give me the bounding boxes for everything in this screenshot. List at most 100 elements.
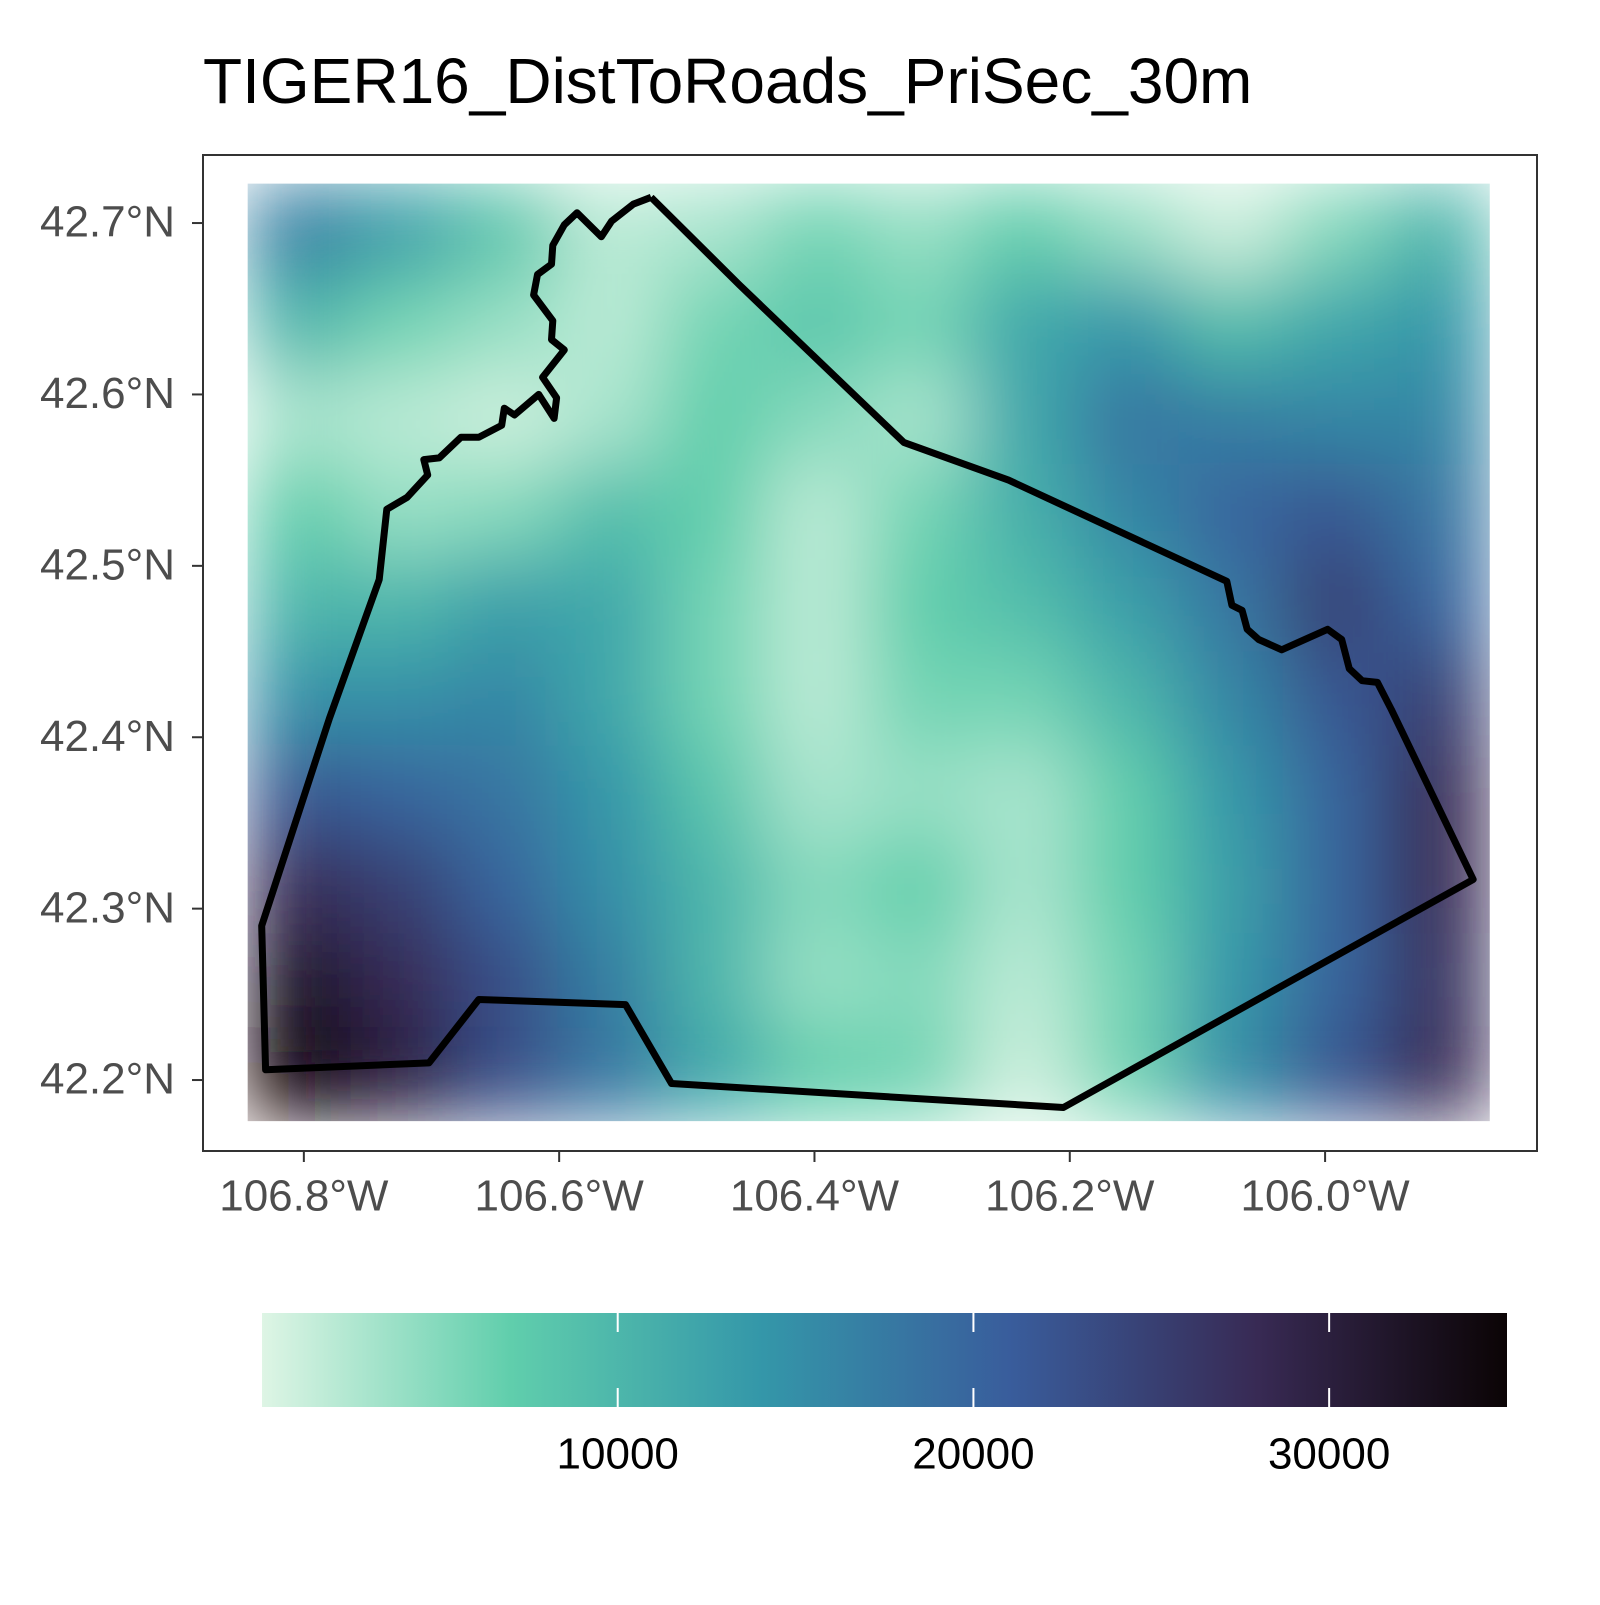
raster-cell: [971, 183, 1077, 278]
raster-cell: [868, 839, 973, 935]
raster-cell: [1385, 933, 1490, 1028]
raster-cell: [764, 1026, 870, 1122]
raster-cell: [1178, 370, 1284, 466]
raster-cell: [1282, 183, 1387, 278]
colorbar-tick-label: 10000: [557, 1430, 679, 1479]
panel-border: [202, 154, 1538, 1152]
raster-cell: [661, 651, 766, 747]
raster-cell: [868, 651, 973, 747]
y-tick-label: 42.2°N: [40, 1055, 175, 1104]
raster-cell: [1282, 370, 1387, 466]
y-tick-label: 42.7°N: [40, 198, 175, 247]
raster-cell: [868, 1026, 973, 1122]
raster-cell: [247, 183, 352, 278]
raster-cell: [661, 1026, 766, 1122]
raster-cell: [454, 1026, 559, 1122]
raster-cell: [1385, 558, 1490, 653]
raster-cell: [454, 276, 559, 372]
raster-cell: [557, 558, 663, 653]
raster-cell: [1178, 276, 1284, 372]
raster-cell: [454, 558, 559, 653]
x-tick-label: 106.6°W: [475, 1172, 645, 1221]
raster-cell: [1075, 839, 1180, 935]
raster-cell: [1178, 464, 1284, 560]
raster-cell: [868, 558, 973, 653]
raster-cell: [350, 839, 456, 935]
raster-cell: [971, 276, 1077, 372]
raster-cell: [557, 370, 663, 466]
raster-cell: [350, 651, 456, 747]
raster-cell: [764, 933, 870, 1028]
raster-cell: [971, 651, 1077, 747]
raster-cell: [868, 183, 973, 278]
raster-cell: [1282, 1026, 1387, 1122]
raster-cell: [764, 464, 870, 560]
raster-cell: [350, 464, 456, 560]
raster-cell: [454, 745, 559, 841]
raster-cell: [868, 745, 973, 841]
colorbar-tick-label: 30000: [1268, 1430, 1390, 1479]
raster-cell: [350, 276, 456, 372]
y-tick-label: 42.5°N: [40, 540, 175, 589]
raster-cell: [557, 276, 663, 372]
raster-cell: [1385, 183, 1490, 278]
raster-cell: [1282, 464, 1387, 560]
raster-cell: [1385, 745, 1490, 841]
raster-cell: [764, 558, 870, 653]
raster-cell: [1075, 370, 1180, 466]
y-tick-label: 42.6°N: [40, 369, 175, 418]
raster-cell: [350, 745, 456, 841]
raster-cell: [1075, 276, 1180, 372]
raster-cell: [1385, 370, 1490, 466]
y-tick-label: 42.4°N: [40, 712, 175, 761]
raster-cell: [1075, 558, 1180, 653]
raster-cell: [454, 651, 559, 747]
raster-cell: [1178, 839, 1284, 935]
raster-cell: [1282, 558, 1387, 653]
raster-cell: [1282, 933, 1387, 1028]
raster-cell: [247, 558, 352, 653]
boundary: [258, 194, 1477, 1111]
raster-cell: [1178, 651, 1284, 747]
raster-cell: [971, 933, 1077, 1028]
raster-cell: [557, 933, 663, 1028]
raster-cell: [454, 464, 559, 560]
raster-cell: [557, 839, 663, 935]
raster-cell: [350, 370, 456, 466]
x-tick-label: 106.0°W: [1240, 1172, 1410, 1221]
raster-cell: [454, 839, 559, 935]
raster-cell: [350, 933, 456, 1028]
raster-cell: [971, 745, 1077, 841]
raster-cell: [764, 745, 870, 841]
raster-cell: [971, 464, 1077, 560]
raster-cell: [971, 839, 1077, 935]
raster-cell: [247, 745, 352, 841]
raster-cell: [661, 839, 766, 935]
raster-cell: [557, 464, 663, 560]
raster-cell: [247, 276, 352, 372]
raster-cell: [454, 370, 559, 466]
raster-cell: [1075, 745, 1180, 841]
raster-cell: [350, 183, 456, 278]
raster-cell: [1178, 183, 1284, 278]
raster-cells: [247, 183, 1490, 1122]
raster-cell: [661, 745, 766, 841]
raster-cell: [1178, 1026, 1284, 1122]
raster-cell: [661, 933, 766, 1028]
raster-cell: [661, 370, 766, 466]
raster-cell: [868, 464, 973, 560]
raster-cell: [1282, 745, 1387, 841]
raster-cell: [764, 183, 870, 278]
y-tick-label: 42.3°N: [40, 883, 175, 932]
raster-cell: [454, 183, 559, 278]
raster-cell: [350, 1026, 456, 1122]
raster-cell: [764, 839, 870, 935]
raster-cell: [1075, 933, 1180, 1028]
x-tick-label: 106.8°W: [219, 1172, 389, 1221]
raster-cell: [1075, 464, 1180, 560]
raster-cell: [868, 276, 973, 372]
raster-cell: [1178, 745, 1284, 841]
raster-cell: [764, 370, 870, 466]
raster-cell: [1385, 276, 1490, 372]
